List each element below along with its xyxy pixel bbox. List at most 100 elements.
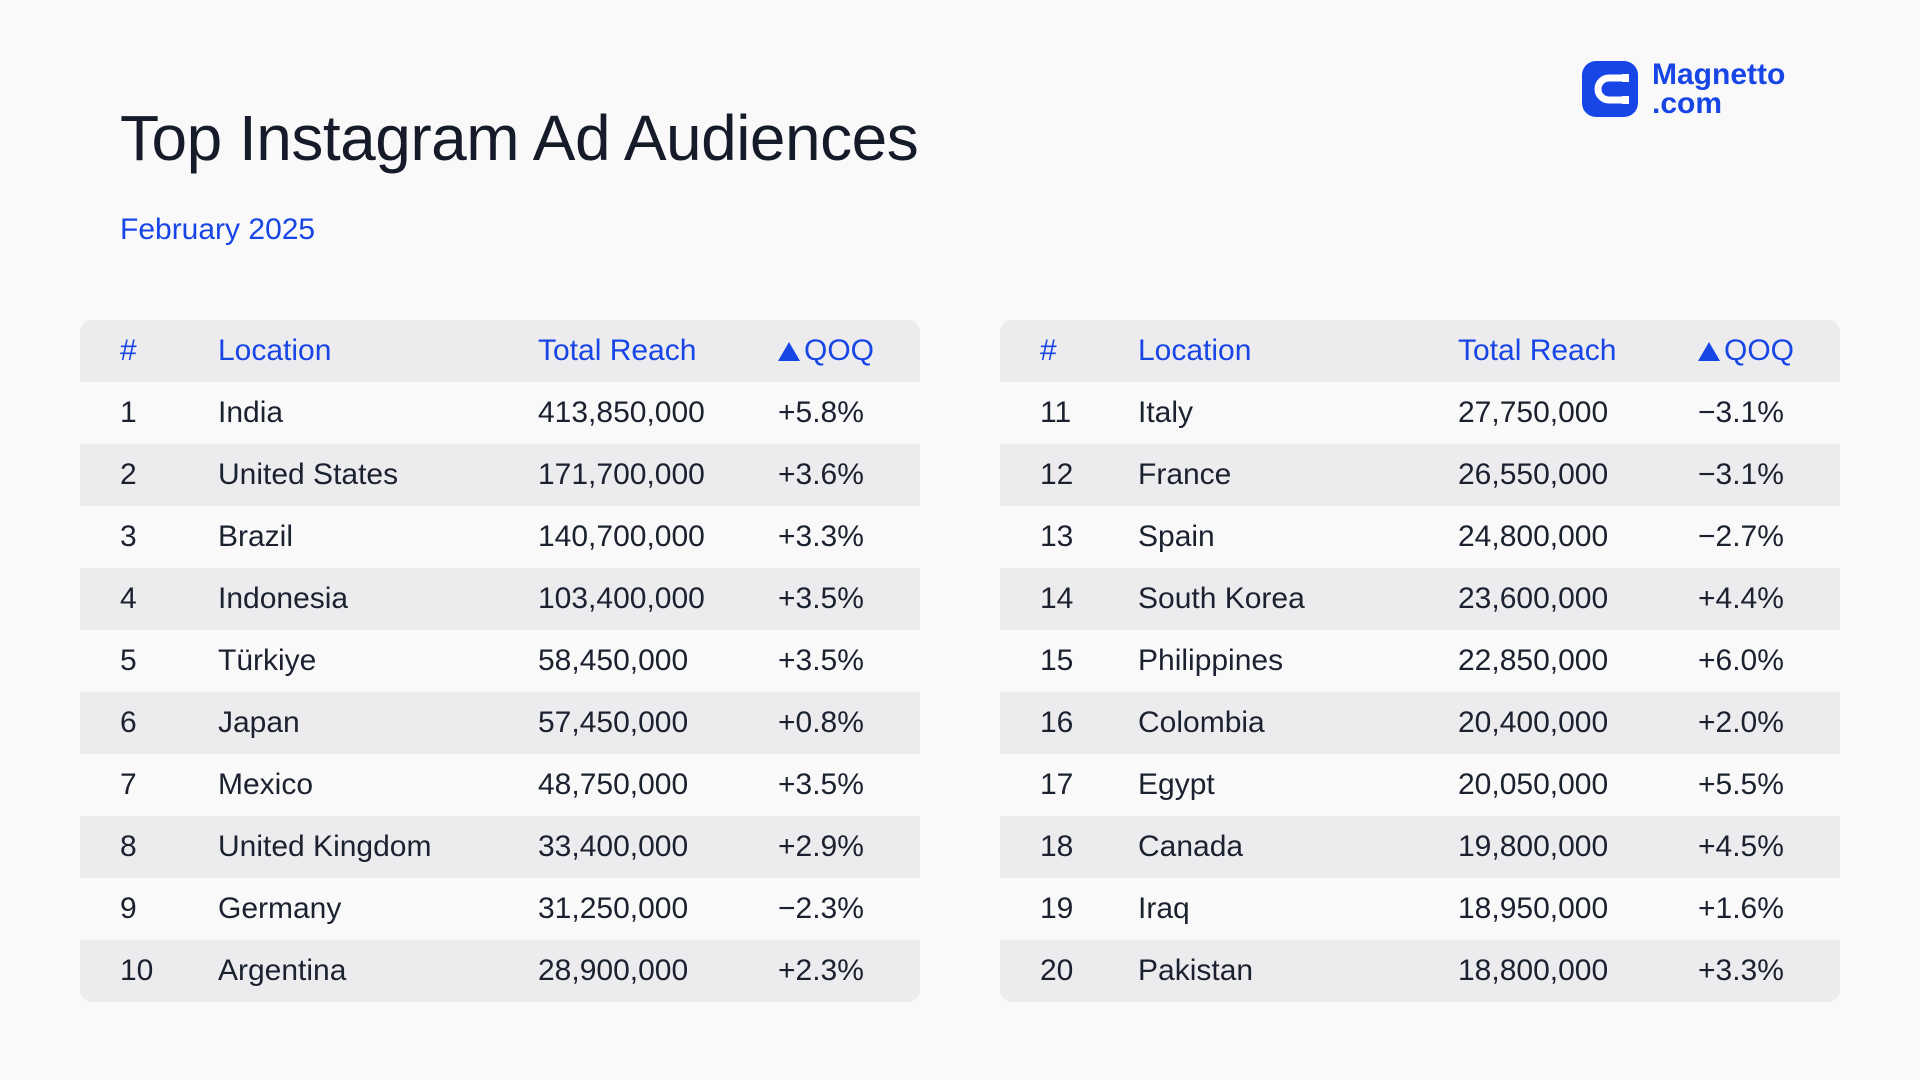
table-row: 11 Italy 27,750,000 −3.1% [1000,382,1840,444]
total-reach-cell: 27,750,000 [1458,396,1609,429]
location-cell: Pakistan [1138,954,1254,987]
header-location: Location [1138,334,1252,367]
rank-cell: 2 [120,458,137,491]
rank-cell: 3 [120,520,137,553]
rank-cell: 5 [120,644,137,677]
location-cell: Argentina [218,954,347,987]
qoq-cell: −2.7% [1698,520,1784,553]
header-total-reach: Total Reach [538,334,697,367]
total-reach-cell: 20,400,000 [1458,706,1609,739]
location-cell: United States [218,458,399,491]
delta-triangle-icon [1698,342,1720,361]
table-header: # Location Total Reach QOQ [1000,320,1840,382]
location-cell: France [1138,458,1232,491]
total-reach-cell: 33,400,000 [538,830,689,863]
table-row: 12 France 26,550,000 −3.1% [1000,444,1840,506]
qoq-cell: +0.8% [778,706,864,739]
table-row: 6 Japan 57,450,000 +0.8% [80,692,920,754]
header-qoq-label: QOQ [1724,334,1795,367]
header-rank: # [1040,334,1057,367]
total-reach-cell: 20,050,000 [1458,768,1609,801]
qoq-cell: +3.5% [778,644,864,677]
table-row: 10 Argentina 28,900,000 +2.3% [80,940,920,1002]
qoq-cell: +1.6% [1698,892,1784,925]
table-row: 15 Philippines 22,850,000 +6.0% [1000,630,1840,692]
brand-logo[interactable]: Magnetto .com [1582,60,1785,120]
brand-name-line2: .com [1652,87,1723,120]
qoq-cell: +6.0% [1698,644,1784,677]
table-row: 13 Spain 24,800,000 −2.7% [1000,506,1840,568]
header-location: Location [218,334,332,367]
page-subtitle: February 2025 [120,213,316,246]
location-cell: Japan [218,706,300,739]
rank-cell: 1 [120,396,137,429]
total-reach-cell: 22,850,000 [1458,644,1609,677]
total-reach-cell: 18,950,000 [1458,892,1609,925]
table-row: 20 Pakistan 18,800,000 +3.3% [1000,940,1840,1002]
audience-table-left: # Location Total Reach QOQ 1 India 413,850… [80,320,920,1002]
table-row: 5 Türkiye 58,450,000 +3.5% [80,630,920,692]
page-title: Top Instagram Ad Audiences [120,102,919,174]
total-reach-cell: 58,450,000 [538,644,689,677]
location-cell: Spain [1138,520,1215,553]
qoq-cell: +2.3% [778,954,864,987]
header-qoq-label: QOQ [804,334,875,367]
rank-cell: 8 [120,830,137,863]
location-cell: Philippines [1138,644,1284,677]
table-row: 9 Germany 31,250,000 −2.3% [80,878,920,940]
total-reach-cell: 18,800,000 [1458,954,1609,987]
qoq-cell: +3.5% [778,768,864,801]
total-reach-cell: 413,850,000 [538,396,705,429]
total-reach-cell: 171,700,000 [538,458,705,491]
table-row: 8 United Kingdom 33,400,000 +2.9% [80,816,920,878]
rank-cell: 12 [1040,458,1074,491]
total-reach-cell: 19,800,000 [1458,830,1609,863]
total-reach-cell: 24,800,000 [1458,520,1609,553]
header-rank: # [120,334,137,367]
total-reach-cell: 31,250,000 [538,892,689,925]
qoq-cell: +5.5% [1698,768,1784,801]
qoq-cell: +2.0% [1698,706,1784,739]
location-cell: Colombia [1138,706,1265,739]
rank-cell: 16 [1040,706,1074,739]
magnet-logo-icon [1582,61,1638,117]
location-cell: India [218,396,284,429]
audience-table-right: # Location Total Reach QOQ 11 Italy 27,750… [1000,320,1840,1002]
rank-cell: 15 [1040,644,1074,677]
table-row: 7 Mexico 48,750,000 +3.5% [80,754,920,816]
location-cell: Italy [1138,396,1194,429]
qoq-cell: +3.3% [1698,954,1784,987]
location-cell: Indonesia [218,582,349,615]
table-row: 17 Egypt 20,050,000 +5.5% [1000,754,1840,816]
location-cell: Türkiye [218,644,317,677]
brand-name: Magnetto .com [1652,60,1785,120]
qoq-cell: +3.5% [778,582,864,615]
header-qoq: QOQ [1698,334,1840,368]
table-body: 11 Italy 27,750,000 −3.1% 12 France 26,550,000… [1000,382,1840,1002]
table-row: 3 Brazil 140,700,000 +3.3% [80,506,920,568]
location-cell: Mexico [218,768,314,801]
total-reach-cell: 48,750,000 [538,768,689,801]
total-reach-cell: 23,600,000 [1458,582,1609,615]
location-cell: Egypt [1138,768,1215,801]
rank-cell: 6 [120,706,137,739]
location-cell: Brazil [218,520,294,553]
total-reach-cell: 57,450,000 [538,706,689,739]
table-row: 1 India 413,850,000 +5.8% [80,382,920,444]
table-row: 14 South Korea 23,600,000 +4.4% [1000,568,1840,630]
location-cell: Iraq [1138,892,1190,925]
rank-cell: 19 [1040,892,1074,925]
total-reach-cell: 103,400,000 [538,582,705,615]
table-header: # Location Total Reach QOQ [80,320,920,382]
location-cell: United Kingdom [218,830,432,863]
rank-cell: 18 [1040,830,1074,863]
table-row: 4 Indonesia 103,400,000 +3.5% [80,568,920,630]
qoq-cell: −3.1% [1698,458,1784,491]
qoq-cell: −2.3% [778,892,864,925]
table-row: 2 United States 171,700,000 +3.6% [80,444,920,506]
rank-cell: 20 [1040,954,1074,987]
qoq-cell: +4.5% [1698,830,1784,863]
rank-cell: 10 [120,954,154,987]
rank-cell: 11 [1040,396,1072,429]
rank-cell: 9 [120,892,137,925]
